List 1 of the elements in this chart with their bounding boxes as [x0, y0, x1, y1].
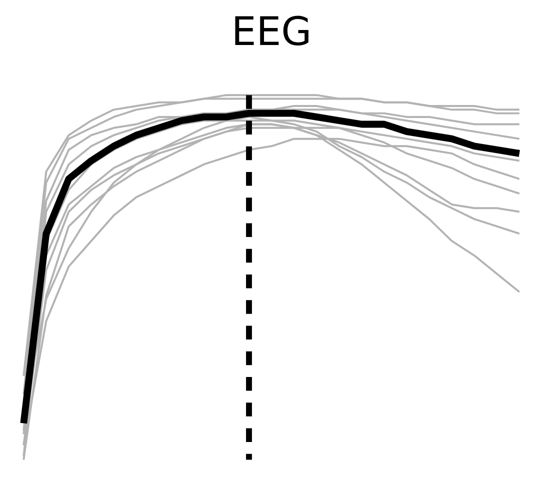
chart-title: EEG — [231, 8, 312, 55]
